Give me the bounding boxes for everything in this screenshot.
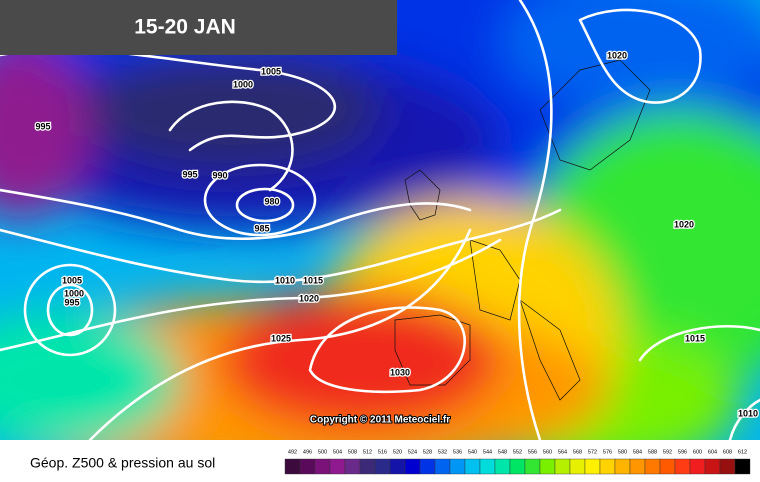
scale-swatch xyxy=(329,458,346,475)
title: 15-20 JAN xyxy=(134,16,236,39)
isobar-label: 1015 xyxy=(303,275,323,285)
scale-swatch xyxy=(509,458,526,475)
scale-label: 552 xyxy=(513,449,522,455)
title-box xyxy=(0,0,397,55)
copyright: Copyright © 2011 Meteociel.fr xyxy=(310,415,450,426)
isobar-label: 995 xyxy=(182,169,197,179)
scale-label: 588 xyxy=(648,449,657,455)
scale-label: 528 xyxy=(423,449,432,455)
scale-swatch xyxy=(599,458,616,475)
scale-label: 608 xyxy=(723,449,732,455)
scale-label: 512 xyxy=(363,449,372,455)
isobar-label: 1030 xyxy=(390,367,410,377)
scale-label: 504 xyxy=(333,449,342,455)
scale-swatch xyxy=(539,458,556,475)
scale-swatch xyxy=(389,458,406,475)
scale-swatch xyxy=(569,458,586,475)
scale-label: 548 xyxy=(498,449,507,455)
scale-label: 516 xyxy=(378,449,387,455)
isobar-label: 1000 xyxy=(233,79,253,89)
scale-swatch xyxy=(554,458,571,475)
scale-label: 520 xyxy=(393,449,402,455)
isobar-label: 1020 xyxy=(607,50,627,60)
scale-swatch xyxy=(524,458,541,475)
scale-swatch xyxy=(419,458,436,475)
scale-swatch xyxy=(314,458,331,475)
scale-swatch xyxy=(704,458,721,475)
scale-label: 544 xyxy=(483,449,492,455)
isobar-label: 1020 xyxy=(674,219,694,229)
scale-swatch xyxy=(299,458,316,475)
scale-swatch xyxy=(464,458,481,475)
isobar-label: 985 xyxy=(254,223,269,233)
scale-label: 572 xyxy=(588,449,597,455)
scale-label: 580 xyxy=(618,449,627,455)
scale-label: 596 xyxy=(678,449,687,455)
scale-swatch xyxy=(344,458,361,475)
scale-swatch xyxy=(494,458,511,475)
scale-swatch xyxy=(434,458,451,475)
scale-label: 568 xyxy=(573,449,582,455)
scale-swatch xyxy=(449,458,466,475)
scale-swatch xyxy=(584,458,601,475)
isobar-label: 1020 xyxy=(299,293,319,303)
scale-label: 508 xyxy=(348,449,357,455)
isobar-label: 980 xyxy=(264,196,279,206)
scale-swatch xyxy=(734,458,751,475)
isobar-label: 1015 xyxy=(685,333,705,343)
scale-swatch xyxy=(719,458,736,475)
isobar-label: 1010 xyxy=(275,275,295,285)
scale-swatch xyxy=(614,458,631,475)
isobar-label: 1005 xyxy=(261,66,281,76)
scale-swatch xyxy=(404,458,421,475)
scale-swatch xyxy=(674,458,691,475)
isobar-label: 995 xyxy=(35,121,50,131)
scale-swatch xyxy=(359,458,376,475)
isobar-label: 990 xyxy=(212,170,227,180)
scale-label: 560 xyxy=(543,449,552,455)
scale-swatch xyxy=(629,458,646,475)
scale-swatch xyxy=(659,458,676,475)
isobar-label: 1025 xyxy=(271,333,291,343)
coastlines xyxy=(394,59,651,401)
isobar-label: 995 xyxy=(64,297,79,307)
legend-caption: Géop. Z500 & pression au sol xyxy=(30,455,215,471)
scale-label: 600 xyxy=(693,449,702,455)
scale-swatch xyxy=(644,458,661,475)
scale-label: 612 xyxy=(738,449,747,455)
color-scale: 492 496 500 504 508 512 516 520 524 528 532 536 540 5… xyxy=(284,449,751,475)
scale-label: 532 xyxy=(438,449,447,455)
scale-label: 500 xyxy=(318,449,327,455)
scale-label: 564 xyxy=(558,449,567,455)
isobar-label: 1000 xyxy=(64,288,84,298)
scale-swatch xyxy=(374,458,391,475)
isobar-label: 1010 xyxy=(738,408,758,418)
scale-label: 524 xyxy=(408,449,417,455)
isobar-label: 1005 xyxy=(62,275,82,285)
scale-swatch xyxy=(479,458,496,475)
scale-label: 604 xyxy=(708,449,717,455)
scale-label: 556 xyxy=(528,449,537,455)
scale-label: 592 xyxy=(663,449,672,455)
scale-swatch xyxy=(284,458,301,475)
scale-label: 496 xyxy=(303,449,312,455)
scale-label: 536 xyxy=(453,449,462,455)
scale-label: 540 xyxy=(468,449,477,455)
scale-label: 576 xyxy=(603,449,612,455)
scale-swatch xyxy=(689,458,706,475)
scale-label: 492 xyxy=(288,449,297,455)
scale-label: 584 xyxy=(633,449,642,455)
